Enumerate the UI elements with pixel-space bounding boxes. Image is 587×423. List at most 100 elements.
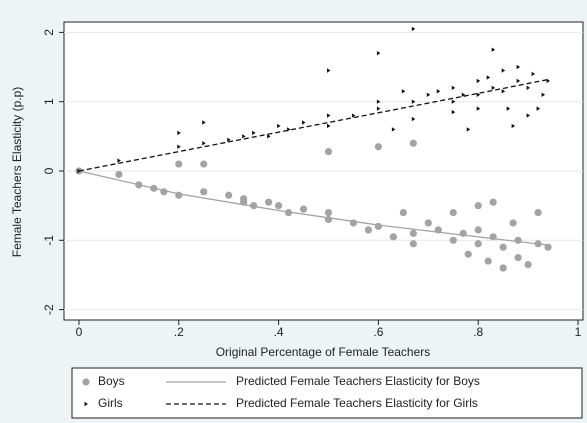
x-tick-label: .4 (274, 325, 284, 339)
point (524, 260, 532, 269)
legend-label: Predicted Female Teachers Elasticity for… (236, 374, 480, 388)
point (546, 78, 551, 84)
point (411, 99, 416, 104)
y-tick-label: -1 (42, 235, 56, 246)
x-tick-label: 1 (575, 325, 582, 339)
point (476, 106, 481, 111)
point (526, 85, 531, 91)
point (474, 226, 482, 234)
point (536, 106, 541, 111)
point (399, 208, 407, 217)
x-tick-label: .6 (373, 325, 383, 339)
point (509, 219, 517, 227)
point (200, 160, 208, 168)
point (240, 195, 248, 203)
point (474, 240, 482, 248)
point (491, 85, 496, 91)
point (476, 78, 481, 84)
x-tick-label: 0 (76, 325, 83, 339)
point (374, 222, 382, 231)
point (117, 158, 121, 163)
point (449, 236, 457, 244)
point (484, 257, 492, 265)
fit-line (78, 170, 549, 246)
point (364, 226, 373, 234)
point (499, 264, 507, 272)
point (541, 92, 546, 97)
legend (71, 367, 583, 419)
point (461, 92, 466, 97)
point (476, 92, 481, 97)
point (449, 208, 457, 217)
fit-line (78, 78, 549, 172)
point (242, 134, 246, 139)
point (326, 113, 331, 118)
point (389, 233, 397, 241)
y-axis-label: Female Teachers Elasticity (p.p) (10, 87, 24, 258)
point (451, 99, 456, 104)
point (252, 130, 256, 136)
point (486, 75, 491, 80)
point (324, 208, 333, 217)
point (302, 120, 306, 125)
point (451, 109, 456, 115)
point (501, 89, 506, 94)
x-tick-label: .2 (174, 325, 184, 339)
legend-label: Boys (98, 374, 125, 388)
point (511, 123, 516, 129)
point (436, 89, 441, 94)
point (451, 85, 456, 91)
point (391, 127, 396, 132)
x-axis-label: Original Percentage of Female Teachers (216, 345, 431, 359)
point (411, 116, 416, 122)
point (274, 202, 283, 210)
point (489, 198, 497, 206)
y-tick-label: 1 (42, 98, 56, 105)
point (516, 64, 521, 70)
point (501, 68, 506, 73)
point (424, 219, 432, 227)
point (376, 106, 381, 111)
point (506, 106, 511, 111)
point (351, 113, 356, 118)
legend-label: Predicted Female Teachers Elasticity for… (236, 396, 478, 410)
legend-marker (82, 378, 90, 386)
point (516, 78, 521, 84)
point (409, 240, 417, 248)
point (409, 229, 417, 237)
point (464, 250, 472, 258)
point (374, 143, 382, 151)
legend-label: Girls (98, 396, 123, 410)
point (200, 188, 208, 196)
legend-marker (84, 401, 88, 407)
point (277, 123, 281, 129)
point (376, 50, 381, 56)
point (202, 120, 206, 125)
point (227, 137, 231, 143)
point (326, 123, 331, 129)
point (426, 92, 431, 97)
point (499, 243, 507, 251)
point (531, 71, 536, 77)
point (299, 205, 308, 213)
point (177, 130, 181, 136)
point (267, 134, 271, 139)
point (466, 127, 471, 132)
point (409, 139, 417, 147)
point (202, 141, 206, 146)
point (491, 47, 496, 52)
y-tick-label: 2 (42, 29, 56, 36)
point (115, 170, 123, 179)
point (324, 147, 333, 156)
point (514, 236, 522, 244)
point (250, 202, 258, 210)
point (265, 198, 273, 206)
point (514, 254, 522, 262)
y-tick-label: -2 (42, 304, 56, 315)
point (175, 160, 183, 168)
point (376, 99, 381, 104)
point (401, 89, 406, 94)
x-tick-label: .8 (473, 325, 483, 339)
point (411, 26, 416, 32)
